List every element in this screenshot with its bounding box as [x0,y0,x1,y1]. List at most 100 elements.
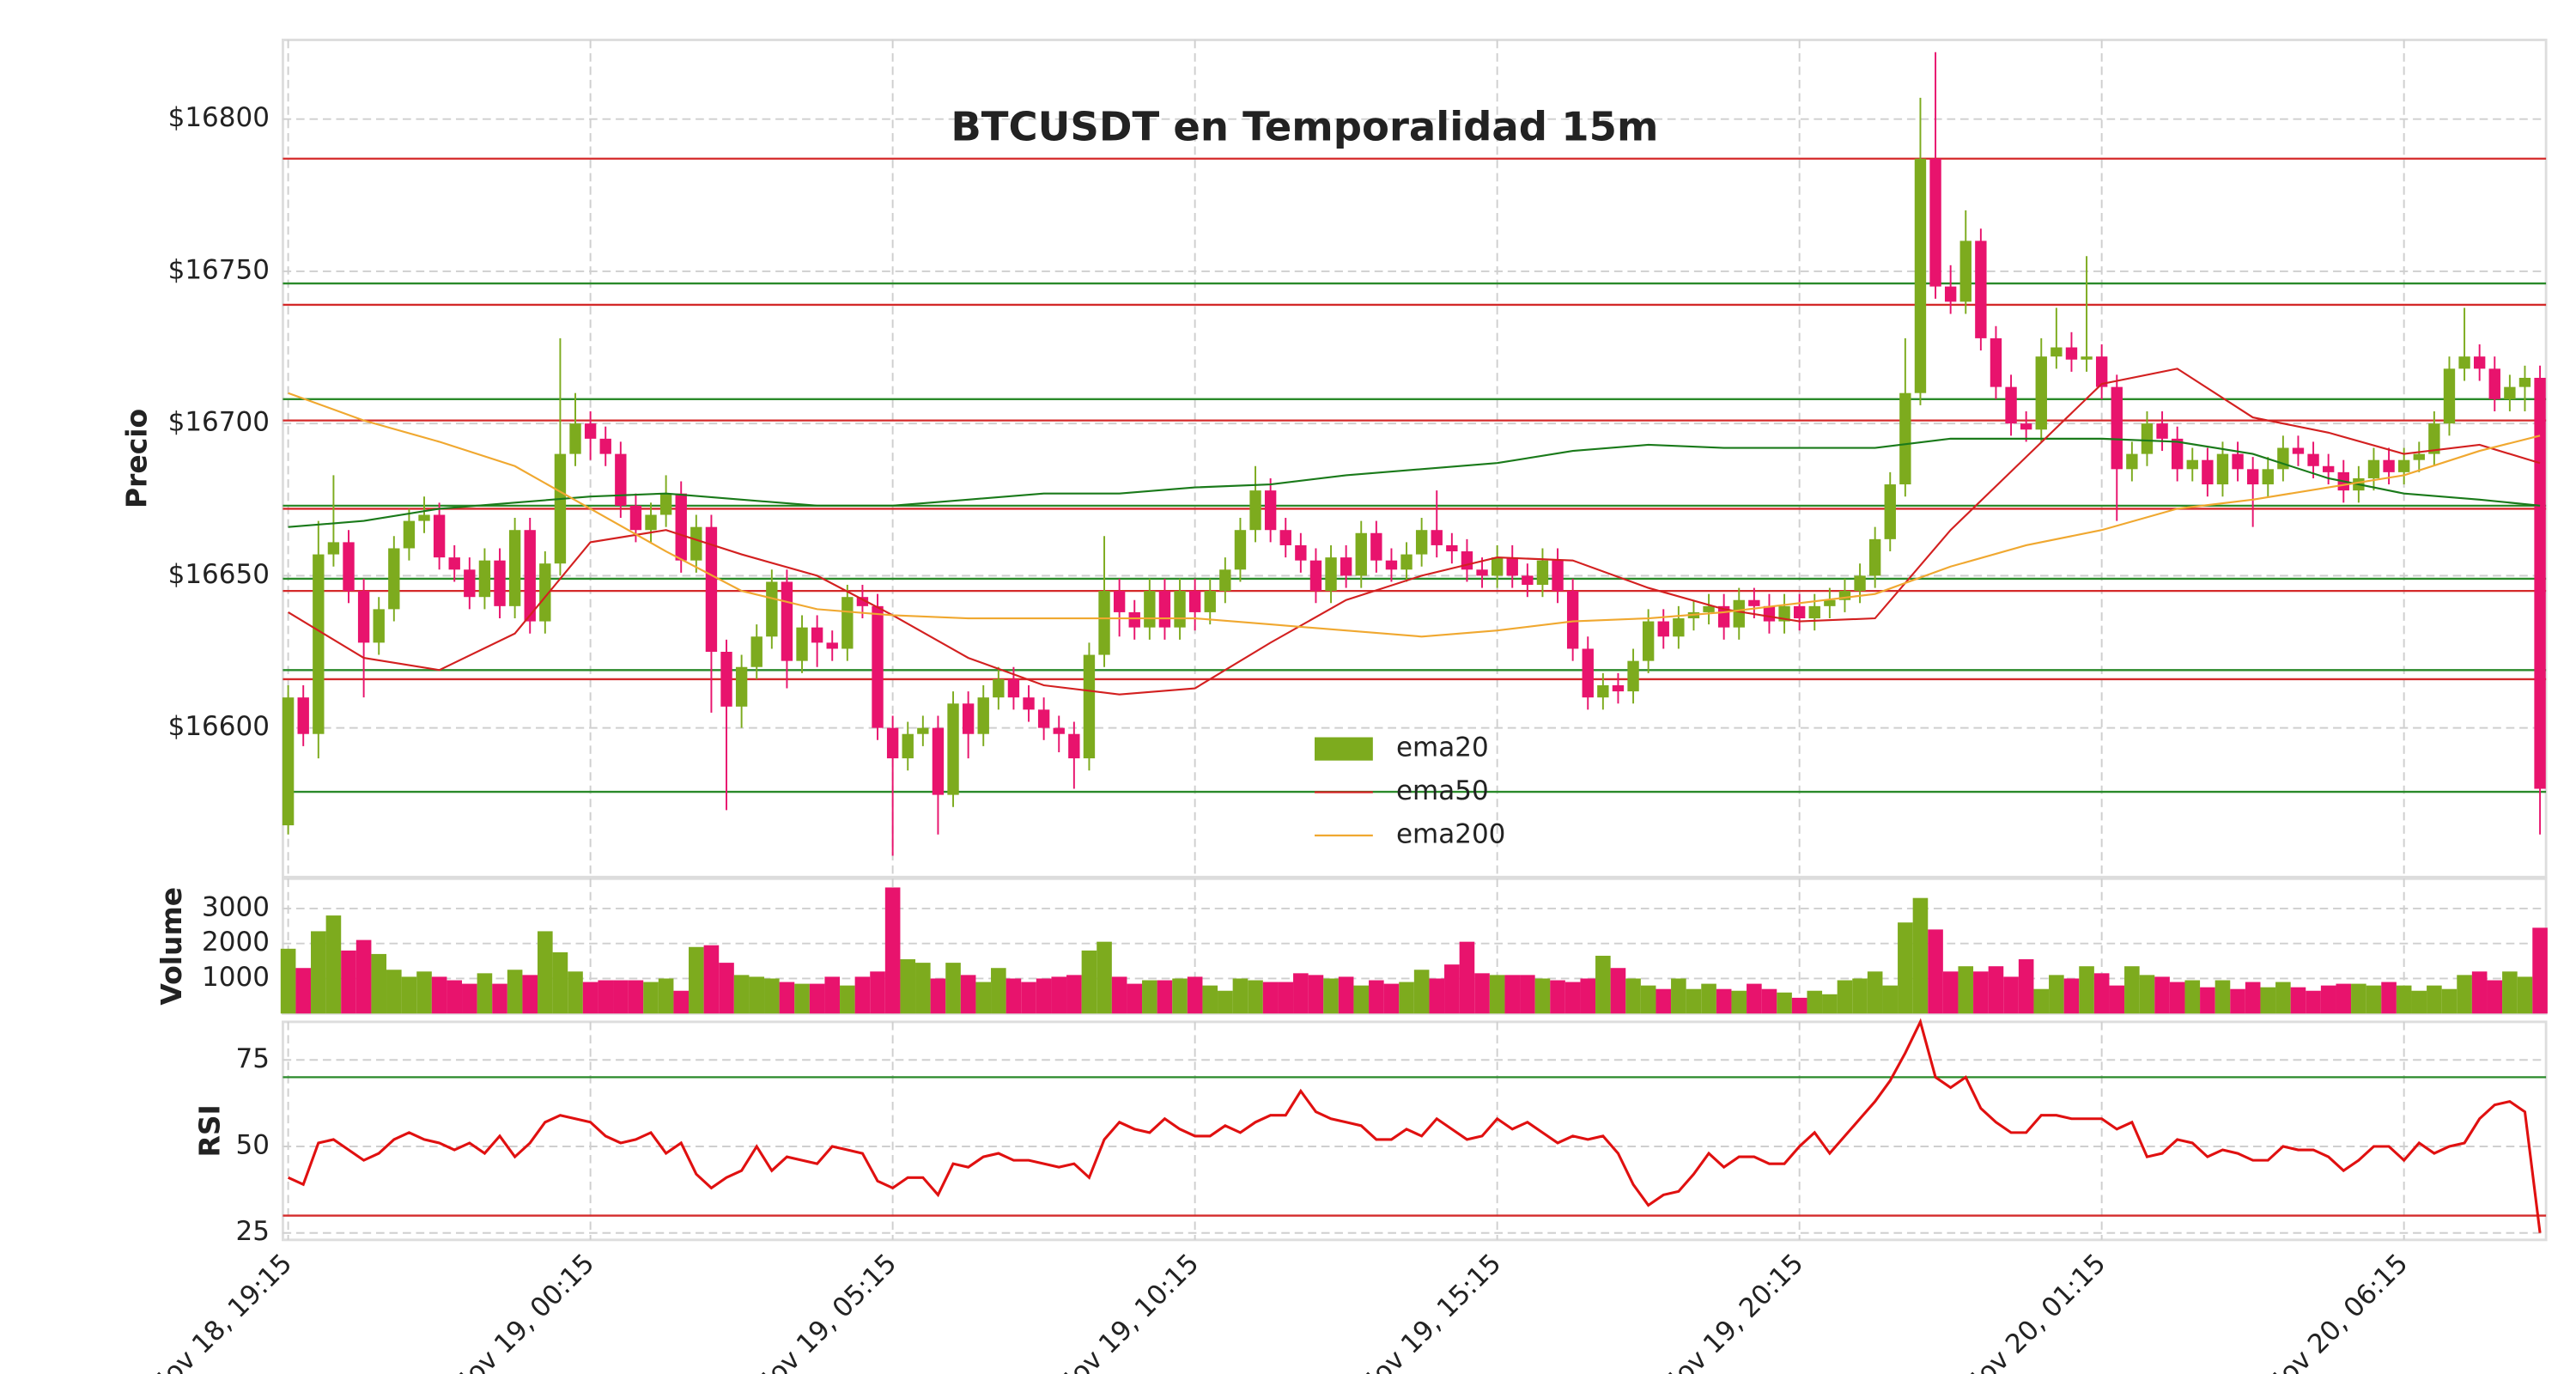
candle-body [599,438,611,454]
volume-bar [1278,982,1294,1014]
candle-body [1098,591,1110,655]
volume-bar [884,887,901,1014]
candle-body [2020,423,2032,430]
candle-body [872,605,884,728]
volume-bar [598,980,614,1014]
candle-body [584,423,597,439]
candle-body [539,563,551,622]
panel-frame [282,39,2548,879]
volume-bar [447,980,463,1014]
volume-bar [1248,980,1263,1014]
volume-bar [386,970,402,1014]
volume-bar [355,939,372,1014]
candle-body [2232,453,2244,470]
y-tick-label: 50 [236,1129,270,1160]
candle-body [1023,697,1035,710]
ema-line [288,392,2541,638]
candle-body [433,514,446,558]
volume-bar [915,963,931,1014]
legend-swatch [1315,737,1373,761]
volume-bar [1413,970,1430,1014]
y-tick-label: 75 [236,1043,270,1074]
x-tick-label: Nov 19, 15:15 [1352,1248,1507,1374]
y-tick-label: $16800 [168,102,270,133]
candle-body [508,530,521,606]
volume-bar [1550,980,1565,1014]
candle-body [1113,591,1126,612]
volume-bar [794,983,810,1014]
volume-bar [1474,973,1490,1014]
y-tick-label: 3000 [202,891,270,922]
volume-bar [689,946,704,1014]
candle-body [1552,560,1564,592]
candle-body [1566,591,1579,649]
candle-body [1536,560,1549,586]
candle-body [1990,337,2002,387]
volume-bar [1172,978,1188,1014]
candle-body [1415,530,1428,555]
candle-body [1385,560,1398,570]
candle-body [796,627,808,661]
volume-bar [2471,971,2488,1014]
candle-body [2111,386,2123,470]
volume-bar [749,976,765,1014]
candle-body [645,514,657,531]
volume-bar [2093,973,2110,1014]
volume-bar [703,945,720,1014]
candle-body [2277,447,2289,470]
candle-body [720,652,732,707]
volume-bar [1671,978,1686,1014]
volume-bar [462,983,477,1014]
candle-body [1703,605,1715,612]
volume-bar [1898,922,1913,1014]
volume-bar [764,978,780,1014]
volume-bar [1534,978,1551,1014]
volume-bar [1656,988,1672,1014]
candle-body [2186,459,2198,470]
candle-body [2156,423,2168,439]
volume-bar [295,968,312,1014]
volume-bar [870,971,885,1014]
volume-bar [568,971,583,1014]
volume-bar [1822,994,1838,1014]
volume-bar [1338,976,1354,1014]
y-tick-label: 1000 [202,962,270,993]
candle-body [2397,459,2410,472]
y-tick-label: $16750 [168,254,270,285]
candle-body [1325,557,1337,592]
candle-body [811,627,823,643]
volume-bar [1383,983,1400,1014]
candle-body [373,609,385,643]
candle-body [2428,423,2440,454]
volume-bar [1444,964,1460,1014]
volume-bar [341,950,356,1014]
candle-body [1234,530,1247,570]
volume-bar [2275,982,2291,1014]
candle-body [418,514,430,521]
candle-body [1522,575,1534,586]
candle-body [2035,356,2047,430]
candle-body [826,642,838,649]
volume-bar [945,963,961,1014]
volume-bar [1157,980,1173,1014]
volume-bar [1097,941,1112,1014]
volume-bar [2260,987,2276,1014]
volume-bar [2517,976,2533,1014]
y-tick-label: 25 [236,1216,270,1247]
candle-body [1899,392,1911,485]
candle-body [1673,618,1685,637]
candle-body [1808,605,1820,619]
volume-bar [2351,983,2366,1014]
volume-bar [1051,976,1067,1014]
candle-body [1975,240,1987,338]
candle-body [1279,530,1291,545]
volume-bar [1640,985,1656,1014]
candle-body [977,697,989,734]
candle-body [932,727,945,795]
volume-bar [613,980,629,1014]
volume-bar [2320,985,2336,1014]
candle-body [554,453,567,564]
candle-body [1763,605,1776,622]
volume-bar [2457,975,2472,1014]
volume-bar [2184,980,2201,1014]
